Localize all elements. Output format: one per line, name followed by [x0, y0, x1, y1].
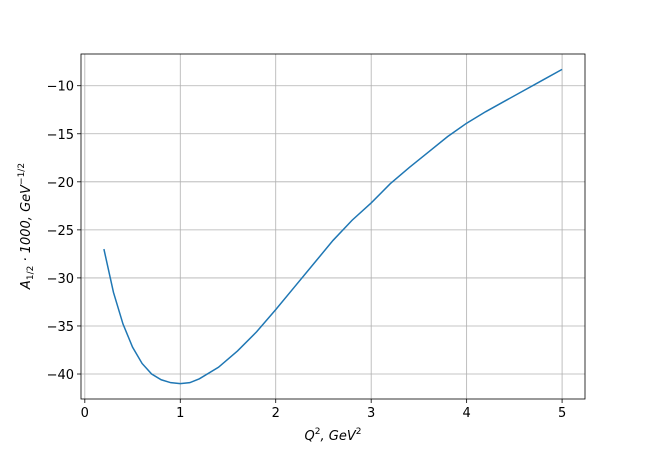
label-part: Q [305, 429, 315, 444]
line [103, 68, 563, 385]
label-part: 1/2 [26, 266, 36, 280]
label-part: A [19, 280, 34, 290]
y-tick-label: −20 [47, 176, 74, 191]
label-part: 2 [356, 427, 362, 437]
y-tick-label: −40 [47, 368, 74, 383]
x-tick-label: 2 [272, 406, 280, 421]
x-tick-label: 4 [462, 406, 470, 421]
y-axis-label: A1/2 · 1000, GeV−1/2 [17, 163, 36, 290]
x-axis-label: Q2, GeV2 [305, 427, 362, 444]
y-tick-label: −25 [47, 224, 74, 239]
y-tick-label: −35 [47, 320, 74, 335]
y-tick-label: −15 [47, 128, 74, 143]
label-part: −1/2 [17, 163, 27, 185]
y-tick-label: −30 [47, 272, 74, 287]
x-tick-label: 1 [176, 406, 184, 421]
axes-frame [80, 53, 586, 400]
y-tick-label: −10 [47, 80, 74, 95]
x-tick-label: 5 [558, 406, 566, 421]
label-part: · 1000, GeV [19, 184, 34, 266]
label-part: 2 [315, 427, 321, 437]
grid [81, 54, 585, 399]
label-part: , GeV [321, 429, 357, 444]
x-tick-label: 3 [367, 406, 375, 421]
x-tick-label: 0 [81, 406, 89, 421]
